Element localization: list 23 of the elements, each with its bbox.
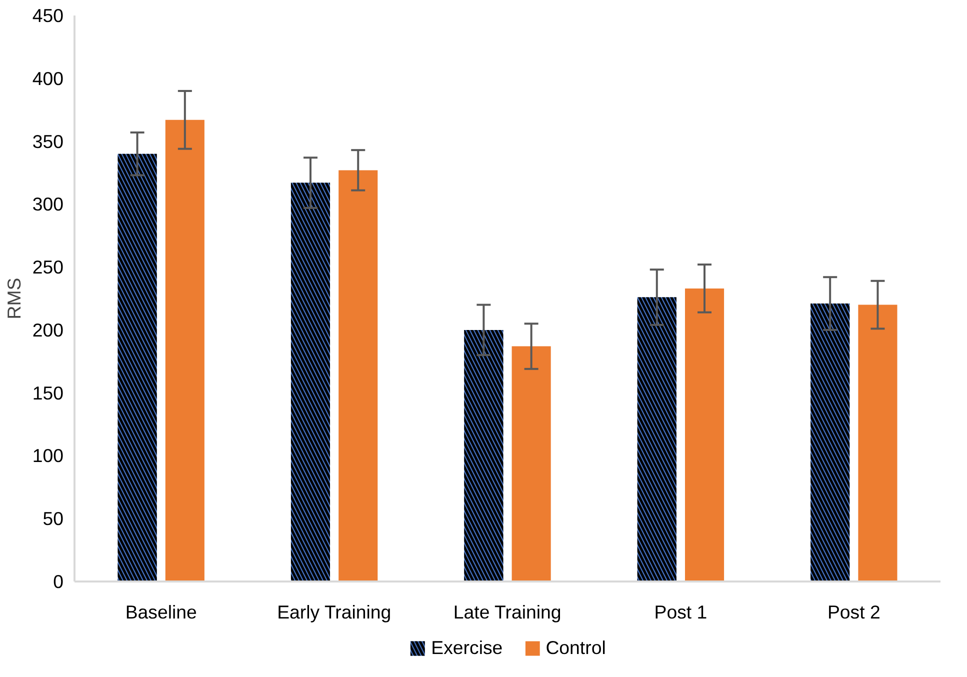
bar: [165, 120, 204, 582]
bar: [858, 304, 898, 582]
y-tick-label: 400: [32, 68, 64, 89]
y-axis-title: RMS: [3, 278, 24, 320]
y-tick-label: 50: [42, 508, 64, 530]
x-tick-label: Baseline: [125, 602, 197, 622]
bar: [684, 288, 724, 582]
x-tick-label: Late Training: [453, 602, 562, 622]
y-tick-label: 200: [32, 319, 64, 340]
y-tick-label: 450: [32, 5, 64, 26]
bar: [512, 346, 551, 582]
legend-label: Exercise: [431, 636, 503, 658]
y-tick-label: 300: [32, 194, 64, 215]
x-tick-label: Post 1: [654, 602, 708, 622]
y-tick-label: 0: [53, 571, 64, 592]
x-tick-label: Early Training: [277, 602, 392, 622]
y-tick-label: 100: [32, 445, 64, 466]
legend-label: Control: [546, 636, 606, 658]
y-tick-label: 250: [32, 256, 64, 278]
y-tick-label: 350: [32, 130, 64, 152]
y-tick-label: 150: [32, 382, 64, 404]
x-tick-label: Post 2: [827, 602, 880, 622]
bar: [338, 170, 378, 582]
